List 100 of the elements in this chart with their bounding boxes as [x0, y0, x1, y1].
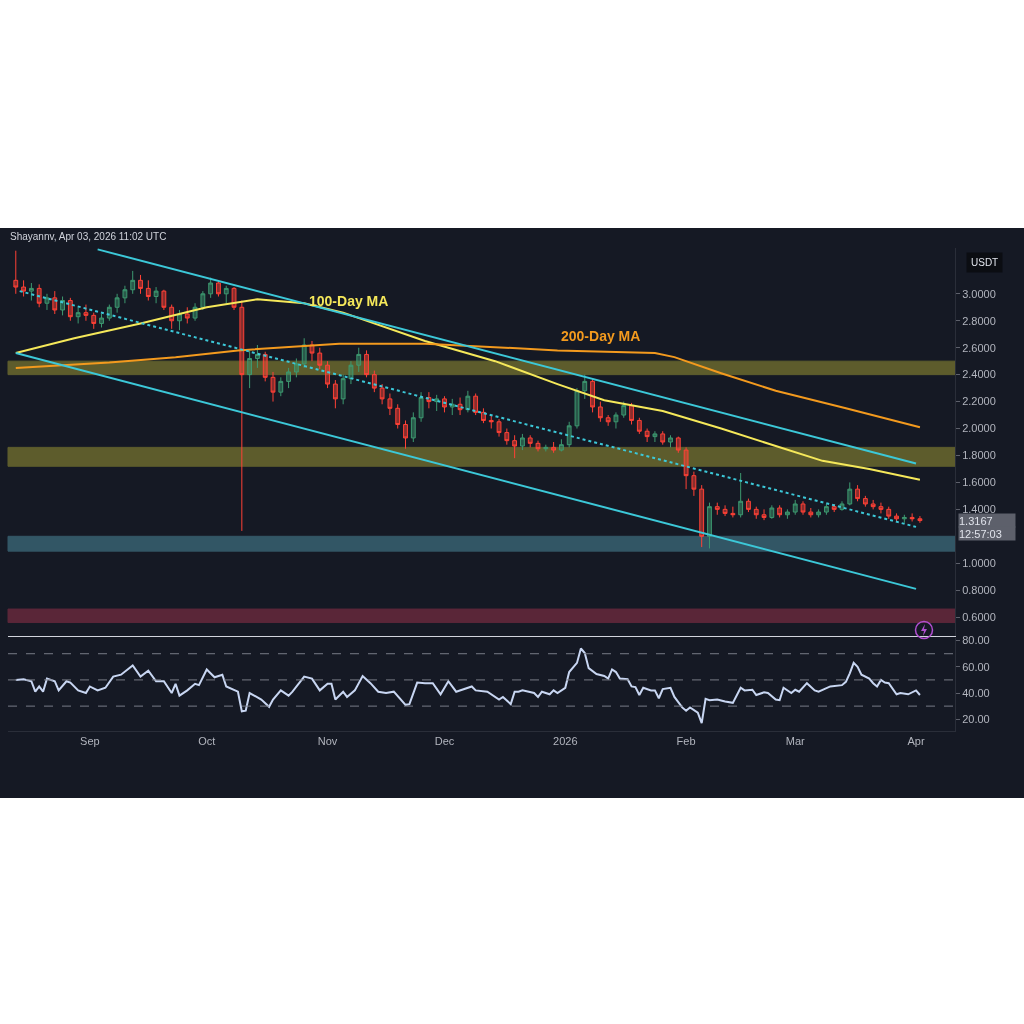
- candlestick: [457, 397, 463, 416]
- candlestick: [481, 407, 486, 424]
- candlestick: [597, 401, 603, 423]
- candlestick: [551, 441, 557, 454]
- candlestick: [231, 286, 237, 311]
- candlestick: [200, 290, 206, 311]
- candlestick: [808, 507, 814, 518]
- candlestick: [582, 374, 588, 400]
- candlestick: [558, 438, 564, 452]
- y-tick-label: 2.6000: [962, 341, 996, 354]
- candlestick: [785, 508, 790, 520]
- candlestick: [512, 434, 518, 459]
- candlestick: [886, 506, 892, 520]
- candlestick: [870, 499, 876, 510]
- candlestick: [488, 414, 494, 430]
- x-tick-label: Apr: [907, 735, 925, 748]
- candlestick: [114, 293, 120, 314]
- candlestick: [52, 290, 58, 315]
- candlestick: [714, 502, 720, 516]
- candlestick: [153, 286, 159, 304]
- candlestick: [293, 357, 299, 378]
- text: 1.3167: [959, 514, 993, 527]
- candlestick: [894, 512, 899, 522]
- x-tick-label: Sep: [80, 735, 100, 748]
- y-tick-label: 1.0000: [962, 557, 996, 570]
- candlestick: [138, 274, 143, 295]
- candlestick: [434, 394, 440, 412]
- candlestick: [800, 500, 806, 516]
- candlestick: [387, 393, 393, 416]
- candlestick: [317, 347, 323, 370]
- candlestick: [707, 502, 712, 549]
- text: Shayannv, Apr 03, 2026 11:02 UTC: [10, 231, 167, 242]
- candlestick: [543, 444, 549, 452]
- candlestick: [675, 436, 681, 454]
- y-tick-label: 20.00: [962, 713, 990, 726]
- y-tick-label: 60.00: [962, 660, 990, 673]
- candlestick: [746, 498, 751, 513]
- candlestick: [239, 300, 245, 532]
- candlestick: [371, 370, 377, 393]
- candlestick: [738, 472, 744, 518]
- candlestick: [348, 360, 354, 385]
- candlestick: [652, 430, 658, 443]
- candlestick: [83, 304, 89, 322]
- candlestick: [761, 508, 767, 521]
- candlestick: [730, 506, 736, 518]
- candlestick: [270, 371, 276, 403]
- candlestick: [99, 313, 104, 328]
- candlestick: [660, 430, 666, 446]
- candlestick: [629, 402, 634, 425]
- candlestick: [247, 349, 253, 389]
- candlestick: [91, 312, 97, 330]
- candlestick: [831, 503, 837, 513]
- y-tick-label: 2.8000: [962, 314, 996, 327]
- candlestick: [410, 411, 416, 443]
- candlestick: [504, 428, 510, 446]
- candlestick: [184, 306, 190, 324]
- text: 12:57:03: [959, 527, 1002, 540]
- candlestick: [917, 515, 923, 524]
- candlestick: [145, 279, 151, 302]
- line-series: [14, 647, 921, 725]
- candlestick: [699, 484, 705, 548]
- candlestick: [590, 378, 595, 413]
- y-tick-label: 40.00: [962, 686, 990, 699]
- candlestick: [465, 390, 471, 413]
- candlestick: [75, 306, 81, 324]
- candlestick: [816, 508, 822, 518]
- candlestick: [574, 387, 580, 430]
- x-tick-label: Dec: [434, 735, 455, 748]
- candlestick: [36, 283, 42, 308]
- candlestick: [621, 401, 627, 419]
- candlestick: [356, 347, 362, 373]
- y-tick-label: 2.0000: [962, 422, 996, 435]
- candlestick: [566, 421, 572, 448]
- candlestick: [855, 484, 860, 502]
- candlestick: [823, 503, 829, 516]
- candlestick: [901, 514, 907, 524]
- y-tick-label: 1.6000: [962, 476, 996, 489]
- candlestick: [44, 293, 50, 311]
- candlestick: [67, 297, 73, 322]
- candlestick: [255, 344, 260, 369]
- candlestick: [395, 403, 401, 430]
- candlestick: [21, 279, 26, 297]
- candlestick: [449, 398, 455, 416]
- candlestick: [878, 502, 884, 514]
- candlestick: [909, 512, 915, 522]
- x-tick-label: Mar: [785, 735, 806, 748]
- candlestick: [722, 504, 728, 517]
- candlestick: [340, 374, 346, 405]
- candlestick: [496, 418, 502, 438]
- candlestick: [161, 289, 167, 311]
- candlestick: [216, 279, 221, 297]
- candlestick: [777, 504, 783, 518]
- candlestick: [520, 433, 525, 451]
- candlestick: [122, 285, 128, 304]
- candlestick: [847, 481, 853, 506]
- y-tick-label: 2.2000: [962, 395, 996, 408]
- candlestick: [223, 285, 229, 304]
- candlestick: [644, 428, 650, 443]
- y-axis-title: USDT: [971, 257, 999, 268]
- candlestick: [426, 391, 432, 409]
